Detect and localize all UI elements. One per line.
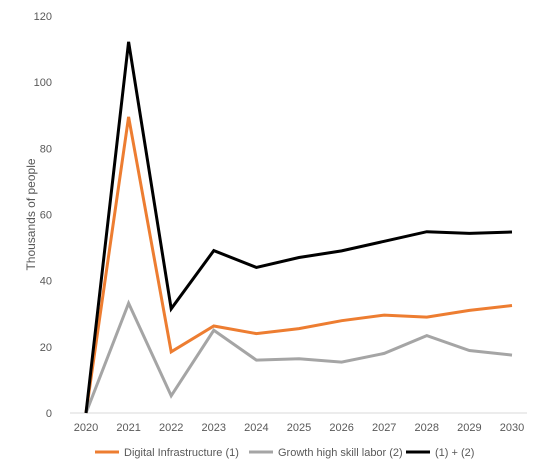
x-tick-label: 2023: [202, 422, 226, 434]
y-tick-label: 120: [34, 11, 52, 23]
series-line-1: [84, 116, 513, 414]
x-tick-label: 2024: [244, 422, 268, 434]
x-tick-label: 2020: [74, 422, 98, 434]
x-tick-label: 2028: [415, 422, 439, 434]
x-tick-label: 2022: [159, 422, 183, 434]
series-layer: [84, 41, 513, 414]
y-tick-label: 100: [34, 77, 52, 89]
x-tick-label: 2030: [500, 422, 524, 434]
x-tick-label: 2025: [287, 422, 311, 434]
y-tick-label: 80: [40, 143, 52, 155]
y-tick-label: 60: [40, 210, 52, 222]
x-tick-label: 2029: [457, 422, 481, 434]
x-tick-label: 2026: [329, 422, 353, 434]
x-tick-label: 2027: [372, 422, 396, 434]
y-tick-label: 40: [40, 276, 52, 288]
y-tick-label: 20: [40, 342, 52, 354]
legend-label-3: (1) + (2): [435, 447, 474, 459]
series-line-2: [84, 299, 513, 414]
y-axis-title-group: Thousands of people: [24, 158, 38, 270]
legend-label-2: Growth high skill labor (2): [278, 447, 403, 459]
legend-label-1: Digital Infrastructure (1): [124, 447, 239, 459]
x-axis-ticks: 2020 2021 2022 2023 2024 2025 2026 2027 2028 2029…: [74, 422, 524, 434]
legend: Digital Infrastructure (1) Growth high sk…: [95, 447, 474, 459]
y-tick-label: 0: [46, 408, 52, 420]
series-line-3: [84, 41, 513, 414]
y-axis-ticks: 0 20 40 60 80 100 120: [34, 11, 52, 420]
x-tick-label: 2021: [116, 422, 140, 434]
y-axis-title: Thousands of people: [24, 158, 38, 270]
